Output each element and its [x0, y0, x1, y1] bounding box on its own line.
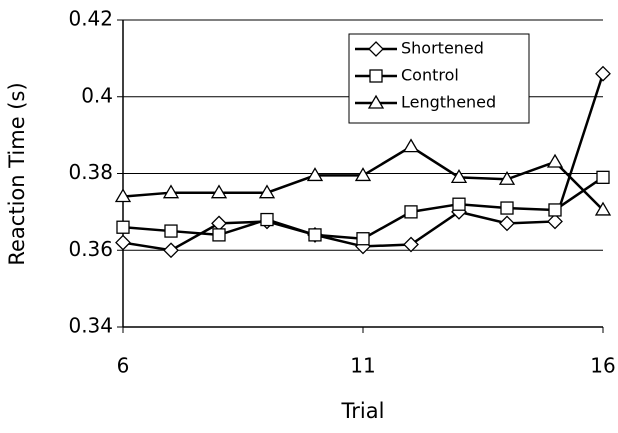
data-point: [115, 234, 131, 251]
data-point: [596, 170, 610, 184]
y-tick-label: 0.42: [68, 7, 113, 31]
data-point: [210, 184, 228, 199]
data-point: [546, 153, 564, 168]
data-point: [547, 213, 563, 230]
data-point: [452, 197, 466, 211]
legend-marker: [369, 69, 383, 83]
data-point: [403, 236, 419, 253]
x-tick-label: 11: [350, 354, 375, 378]
y-tick-label: 0.36: [68, 237, 113, 261]
series-line: [122, 176, 604, 241]
data-point: [500, 201, 514, 215]
data-point: [548, 203, 562, 217]
data-point: [402, 138, 420, 153]
legend-marker: [368, 41, 384, 57]
data-point: [404, 205, 418, 219]
data-point: [163, 242, 179, 259]
data-point: [594, 201, 612, 216]
y-tick-label: 0.4: [81, 83, 113, 107]
data-point: [450, 169, 468, 183]
x-tick-label: 6: [117, 354, 130, 378]
data-point: [356, 232, 370, 246]
legend-label: Lengthened: [401, 93, 496, 112]
data-point: [499, 215, 515, 232]
data-point: [354, 167, 372, 182]
y-axis-label: Reaction Time (s): [5, 82, 29, 265]
data-point: [260, 212, 274, 227]
legend-marker: [367, 94, 385, 109]
y-tick-label: 0.38: [68, 160, 113, 184]
data-point: [114, 188, 132, 203]
x-tick-label: 16: [590, 354, 615, 378]
data-point: [164, 224, 178, 238]
data-point: [595, 65, 611, 82]
data-point: [498, 170, 516, 185]
data-point: [212, 228, 226, 242]
legend-label: Control: [401, 66, 459, 85]
x-axis-label: Trial: [341, 399, 385, 423]
data-point: [116, 220, 130, 234]
data-point: [308, 228, 322, 242]
legend-label: Shortened: [401, 39, 484, 58]
data-point: [306, 167, 324, 182]
y-tick-label: 0.34: [68, 314, 113, 338]
data-point: [162, 184, 180, 199]
data-point: [258, 184, 276, 199]
